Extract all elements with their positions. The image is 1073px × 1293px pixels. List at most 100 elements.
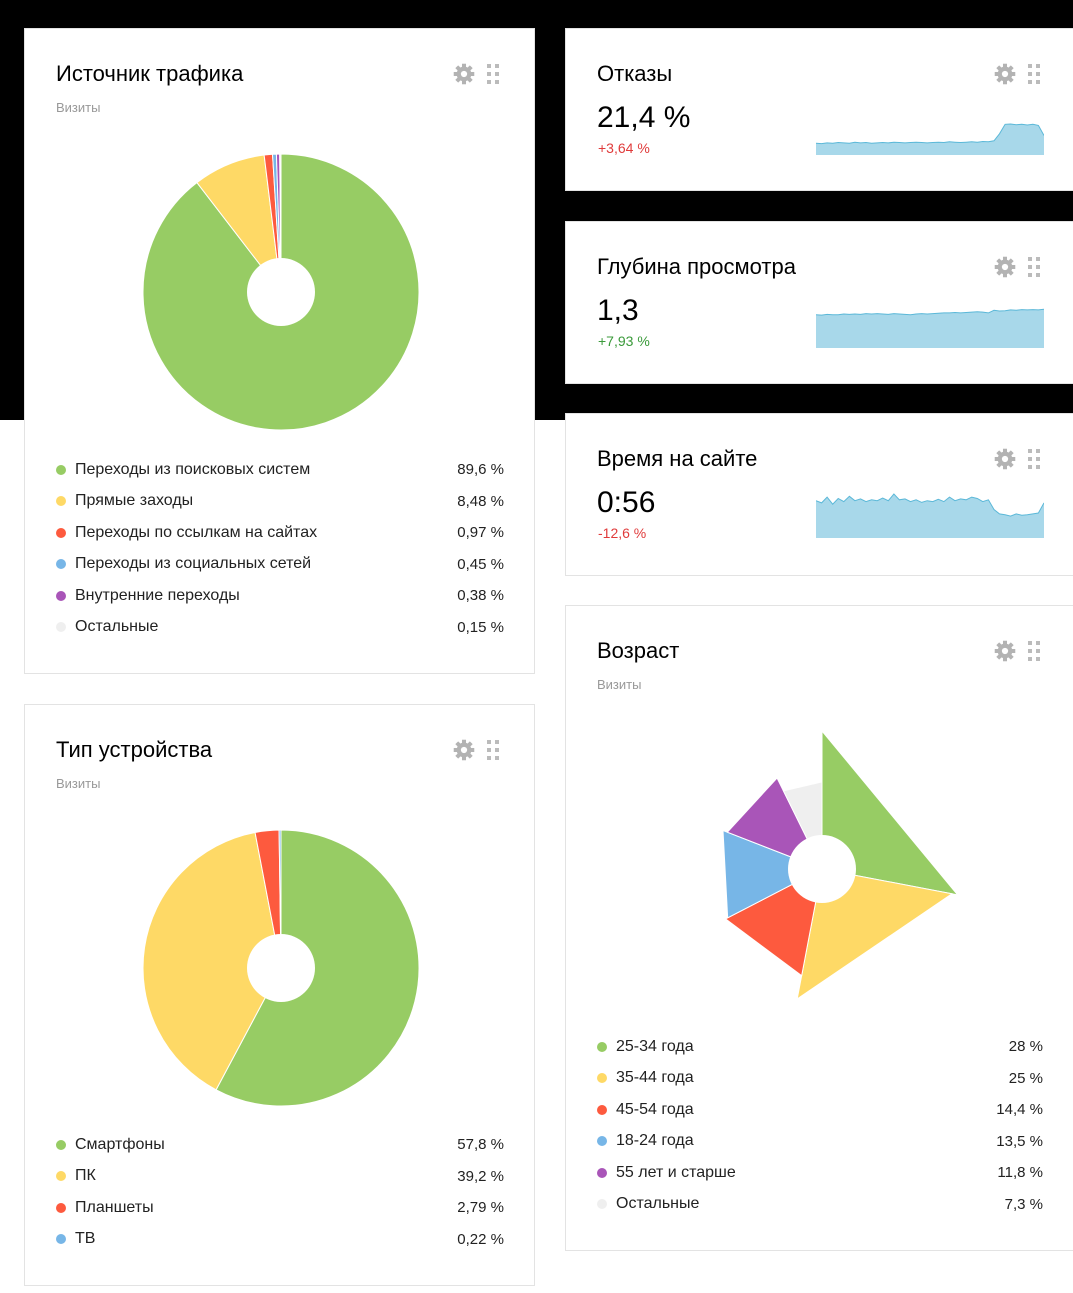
- sparkline-line: [816, 493, 1044, 517]
- device-pie-chart: [142, 829, 420, 1107]
- gear-icon[interactable]: [994, 256, 1016, 278]
- legend-value: 2,79 %: [457, 1199, 504, 1217]
- metric-value: 1,3: [597, 294, 639, 327]
- legend-item[interactable]: Прямые заходы 8,48 %: [56, 486, 504, 518]
- sparkline-area: [816, 124, 1044, 155]
- legend-label: Остальные: [75, 618, 159, 636]
- legend-value: 39,2 %: [457, 1167, 504, 1185]
- legend-item[interactable]: Остальные 0,15 %: [56, 612, 504, 644]
- legend-marker: [56, 1139, 66, 1150]
- legend-label: 18-24 года: [616, 1132, 694, 1150]
- widget-title: Возраст: [597, 638, 680, 663]
- legend-marker: [597, 1073, 607, 1084]
- pie-hole: [788, 835, 856, 903]
- legend-item[interactable]: 55 лет и старше 11,8 %: [597, 1157, 1043, 1189]
- legend-value: 0,22 %: [457, 1230, 504, 1248]
- legend-marker: [56, 496, 66, 507]
- gear-icon[interactable]: [453, 739, 475, 761]
- gear-icon[interactable]: [994, 448, 1016, 470]
- legend-marker: [597, 1136, 607, 1147]
- legend-value: 28 %: [1008, 1038, 1043, 1056]
- metric-value: 21,4 %: [597, 101, 691, 134]
- bounce-sparkline: [816, 123, 1044, 155]
- traffic-legend: Переходы из поисковых систем 89,6 % Прямые…: [56, 454, 504, 643]
- metric-value: 0:56: [597, 486, 656, 519]
- widget-subtitle: Визиты: [56, 776, 101, 791]
- drag-handle-icon[interactable]: [487, 740, 499, 760]
- legend-label: 55 лет и старше: [616, 1163, 736, 1181]
- legend-value: 14,4 %: [996, 1101, 1043, 1119]
- drag-handle-icon[interactable]: [487, 64, 499, 84]
- pie-slice-0[interactable]: [215, 829, 420, 1107]
- widget-subtitle: Визиты: [597, 677, 642, 692]
- legend-item[interactable]: Планшеты 2,79 %: [56, 1192, 504, 1224]
- metric-delta: +7,93 %: [598, 333, 650, 349]
- device-legend: Смартфоны 57,8 % ПК 39,2 % Планшеты 2,79 % ТВ 0…: [56, 1129, 504, 1255]
- widget-title: Время на сайте: [597, 446, 758, 471]
- legend-marker: [56, 1202, 66, 1213]
- legend-value: 7,3 %: [1004, 1195, 1043, 1213]
- legend-label: Остальные: [616, 1195, 700, 1213]
- sparkline-area: [816, 494, 1044, 538]
- legend-label: Прямые заходы: [75, 492, 194, 510]
- traffic-source-widget: Источник трафика Визиты Переходы из поис…: [24, 28, 535, 674]
- gear-icon[interactable]: [994, 63, 1016, 85]
- metric-delta: +3,64 %: [598, 140, 650, 156]
- drag-handle-icon[interactable]: [1028, 257, 1040, 277]
- legend-item[interactable]: 25-34 года 28 %: [597, 1031, 1043, 1063]
- legend-marker: [56, 527, 66, 538]
- time-sparkline: [816, 493, 1044, 538]
- gear-icon[interactable]: [994, 640, 1016, 662]
- legend-value: 0,97 %: [457, 524, 504, 542]
- legend-label: ПК: [75, 1167, 96, 1185]
- legend-marker: [597, 1199, 607, 1210]
- legend-item[interactable]: Внутренние переходы 0,38 %: [56, 580, 504, 612]
- legend-item[interactable]: Остальные 7,3 %: [597, 1189, 1043, 1221]
- legend-marker: [597, 1041, 607, 1052]
- legend-item[interactable]: ПК 39,2 %: [56, 1161, 504, 1193]
- widget-title: Отказы: [597, 61, 673, 86]
- drag-handle-icon[interactable]: [1028, 641, 1040, 661]
- widget-controls: [453, 63, 499, 85]
- legend-marker: [597, 1104, 607, 1115]
- legend-item[interactable]: Переходы из социальных сетей 0,45 %: [56, 549, 504, 581]
- legend-label: Переходы из социальных сетей: [75, 555, 312, 573]
- drag-handle-icon[interactable]: [1028, 64, 1040, 84]
- legend-item[interactable]: Переходы из поисковых систем 89,6 %: [56, 454, 504, 486]
- time-on-site-widget: Время на сайте 0:56 -12,6 %: [565, 413, 1073, 576]
- pie-hole: [247, 258, 315, 326]
- widget-controls: [994, 63, 1040, 85]
- legend-marker: [56, 559, 66, 570]
- bounce-rate-widget: Отказы 21,4 % +3,64 %: [565, 28, 1073, 191]
- legend-item[interactable]: 45-54 года 14,4 %: [597, 1094, 1043, 1126]
- drag-handle-icon[interactable]: [1028, 449, 1040, 469]
- sparkline-line: [816, 123, 1044, 145]
- widget-title: Глубина просмотра: [597, 254, 796, 279]
- legend-item[interactable]: 18-24 года 13,5 %: [597, 1126, 1043, 1158]
- legend-value: 89,6 %: [457, 461, 504, 479]
- widget-controls: [994, 640, 1040, 662]
- age-pie-chart: [722, 729, 959, 1001]
- legend-item[interactable]: Смартфоны 57,8 %: [56, 1129, 504, 1161]
- legend-label: Переходы из поисковых систем: [75, 460, 311, 478]
- legend-marker: [56, 590, 66, 601]
- legend-marker: [56, 1171, 66, 1182]
- legend-item[interactable]: 35-44 года 25 %: [597, 1063, 1043, 1095]
- gear-icon[interactable]: [453, 63, 475, 85]
- legend-marker: [56, 1234, 66, 1245]
- pie-slice-3[interactable]: [278, 829, 282, 969]
- metric-delta: -12,6 %: [598, 525, 647, 541]
- legend-label: ТВ: [75, 1230, 96, 1248]
- pie-slice-1[interactable]: [142, 831, 282, 1091]
- pie-slice-5[interactable]: [279, 153, 282, 293]
- legend-item[interactable]: Переходы по ссылкам на сайтах 0,97 %: [56, 517, 504, 549]
- sparkline-line: [816, 308, 1044, 316]
- legend-item[interactable]: ТВ 0,22 %: [56, 1224, 504, 1256]
- legend-value: 0,15 %: [457, 618, 504, 636]
- legend-marker: [56, 622, 66, 633]
- legend-label: Планшеты: [75, 1198, 154, 1216]
- sparkline-area: [816, 309, 1044, 348]
- depth-sparkline: [816, 308, 1044, 348]
- widget-title: Тип устройства: [56, 737, 213, 762]
- legend-label: 45-54 года: [616, 1100, 694, 1118]
